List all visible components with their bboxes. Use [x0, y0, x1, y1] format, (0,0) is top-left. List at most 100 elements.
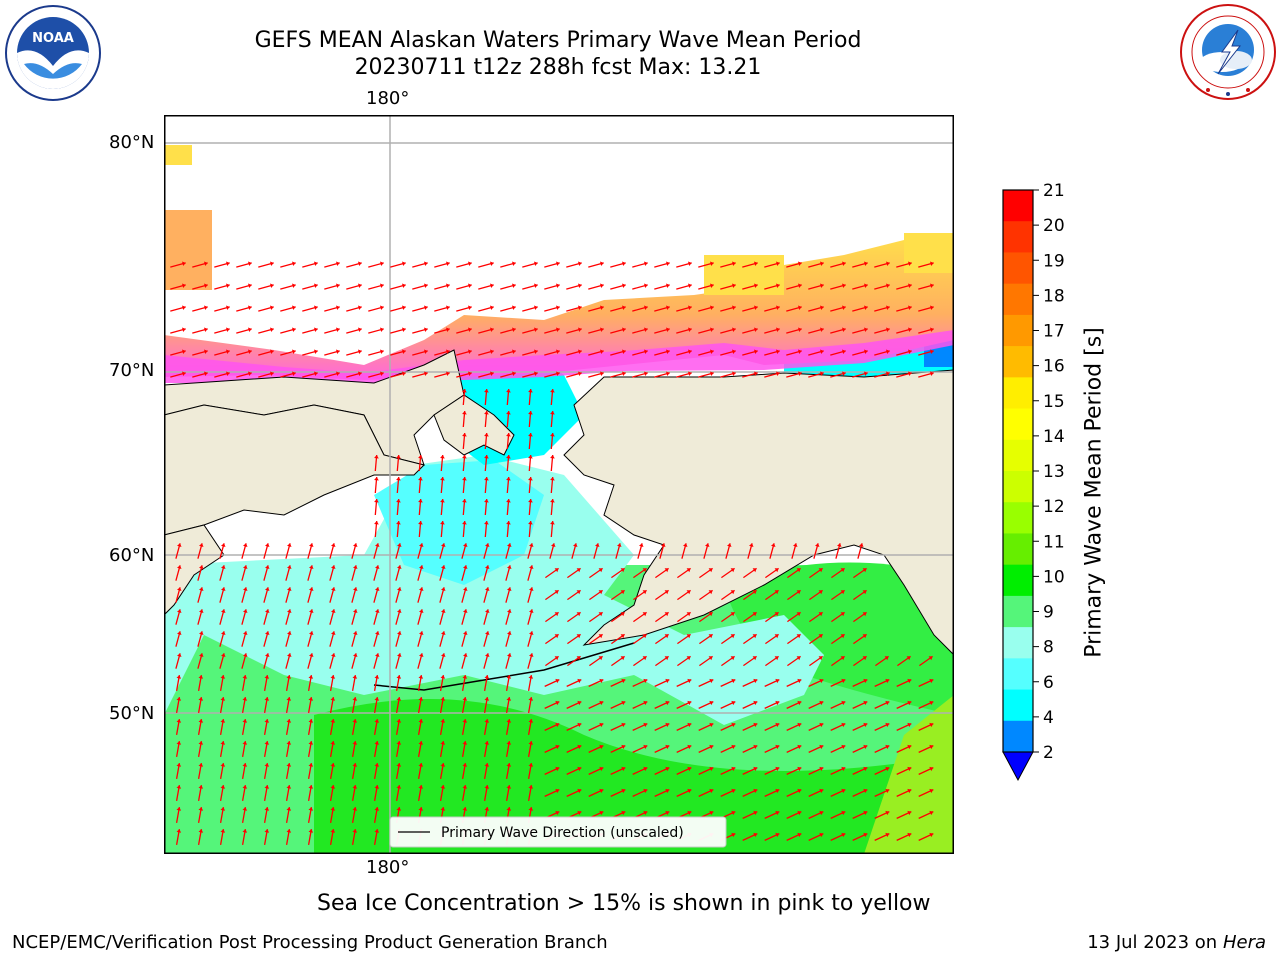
- wave-arrow-head: [754, 349, 758, 354]
- wave-arrow-head: [286, 763, 292, 767]
- wave-arrow-head: [666, 261, 670, 266]
- wave-arrow-head: [484, 521, 489, 525]
- wave-arrow-head: [528, 499, 533, 503]
- wave-arrow-head: [177, 543, 182, 547]
- wave-arrow-head: [463, 543, 468, 547]
- wave-arrow-head: [440, 763, 446, 767]
- wave-arrow-head: [774, 612, 779, 617]
- wave-arrow-head: [198, 697, 204, 701]
- colorbar-segment: [1003, 346, 1033, 378]
- wave-arrow-head: [528, 719, 534, 723]
- wave-arrow-head: [555, 678, 560, 684]
- wave-arrow-head: [731, 788, 736, 794]
- wave-arrow-head: [270, 305, 274, 310]
- wave-arrow-head: [555, 722, 560, 728]
- wave-arrow-head: [775, 766, 780, 772]
- map-frame: [164, 115, 954, 854]
- wave-arrow-head: [688, 349, 692, 354]
- wave-arrow-head: [309, 609, 314, 613]
- wave-arrow-head: [484, 763, 490, 767]
- wave-arrow-head: [775, 810, 780, 816]
- wave-arrow-head: [930, 261, 934, 266]
- wave-arrow-head: [243, 631, 248, 635]
- wave-arrow-head: [490, 371, 494, 376]
- wave-arrow-head: [622, 371, 626, 376]
- wave-arrow-head: [709, 788, 714, 794]
- wave-arrow-head: [930, 327, 934, 332]
- colorbar-segment: [1003, 533, 1033, 566]
- wave-arrow-head: [599, 744, 604, 750]
- wave-arrow-head: [243, 543, 248, 547]
- wave-arrow-head: [908, 371, 912, 376]
- wave-arrow-head: [599, 810, 604, 816]
- wave-arrow-head: [242, 807, 248, 811]
- wave-arrow-head: [907, 700, 912, 706]
- colorbar-segment: [1003, 252, 1033, 285]
- wave-arrow-head: [507, 653, 512, 657]
- wave-arrow-head: [907, 766, 912, 772]
- wave-arrow-head: [248, 327, 252, 332]
- wave-arrow-head: [330, 807, 336, 811]
- wave-arrow-head: [424, 261, 428, 266]
- wave-arrow-head: [665, 700, 670, 706]
- wave-arrow-head: [309, 631, 314, 635]
- wave-arrow-head: [818, 590, 823, 595]
- wave-arrow-head: [484, 807, 490, 811]
- wave-arrow-head: [863, 810, 868, 816]
- wave-arrow-head: [598, 656, 603, 661]
- wave-arrow-head: [396, 719, 402, 723]
- wave-arrow-head: [665, 678, 670, 684]
- wave-arrow-head: [620, 656, 625, 661]
- wave-arrow-head: [600, 283, 604, 288]
- wave-arrow-head: [578, 371, 582, 376]
- wave-arrow-head: [666, 305, 670, 310]
- wave-arrow-head: [440, 785, 446, 789]
- wave-arrow-head: [752, 590, 757, 595]
- wave-arrow-head: [380, 283, 384, 288]
- wave-arrow-head: [687, 678, 692, 684]
- wave-arrow-head: [708, 656, 713, 661]
- wave-arrow-head: [226, 349, 230, 354]
- wave-arrow-head: [314, 261, 318, 266]
- wave-arrow-head: [198, 675, 204, 679]
- wave-arrow-head: [556, 261, 560, 266]
- wave-arrow-head: [862, 634, 867, 639]
- wave-arrow-head: [204, 327, 208, 332]
- wave-arrow-head: [199, 609, 204, 613]
- wave-arrow-head: [819, 832, 824, 838]
- wave-arrow-head: [330, 785, 336, 789]
- wave-arrow-head: [484, 455, 489, 459]
- wave-arrow-head: [446, 349, 450, 354]
- wave-arrow-head: [380, 305, 384, 310]
- wave-arrow-head: [598, 612, 603, 617]
- wave-arrow-head: [930, 283, 934, 288]
- wave-arrow-head: [336, 261, 340, 266]
- wave-arrow-head: [578, 327, 582, 332]
- wave-arrow-head: [374, 697, 380, 701]
- wave-arrow-head: [506, 477, 511, 481]
- wave-arrow-head: [506, 499, 511, 503]
- wave-arrow-head: [555, 810, 560, 816]
- wave-arrow-head: [397, 631, 402, 635]
- wave-arrow-head: [885, 722, 890, 728]
- wave-arrow-head: [287, 631, 292, 635]
- wave-arrow-head: [754, 283, 758, 288]
- wave-arrow-head: [419, 565, 424, 569]
- wave-arrow-head: [485, 543, 490, 547]
- colorbar-extend-triangle: [1002, 751, 1034, 782]
- wave-arrow-head: [176, 741, 182, 745]
- wave-arrow-head: [643, 766, 648, 772]
- wave-arrow-head: [643, 700, 648, 706]
- wave-arrow-head: [506, 675, 512, 679]
- wave-arrow-head: [775, 788, 780, 794]
- wave-arrow-head: [907, 722, 912, 728]
- wave-arrow-head: [462, 433, 467, 437]
- wave-arrow-head: [374, 719, 380, 723]
- map-legend: Primary Wave Direction (unscaled): [389, 816, 727, 848]
- wave-arrow-head: [576, 568, 581, 573]
- wave-arrow-head: [815, 543, 820, 547]
- wave-arrow-head: [221, 543, 226, 547]
- wave-arrow-head: [774, 568, 779, 573]
- wave-arrow-head: [287, 587, 292, 591]
- wave-arrow-head: [177, 609, 182, 613]
